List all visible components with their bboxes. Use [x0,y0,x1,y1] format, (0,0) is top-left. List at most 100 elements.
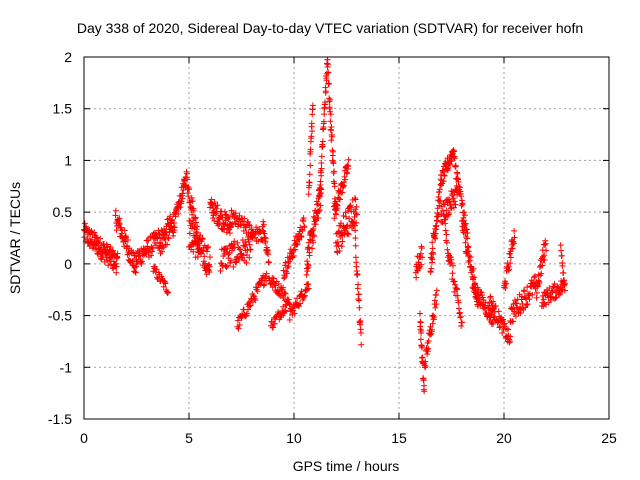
data-point [230,263,237,270]
data-point [352,242,359,249]
data-point [355,291,362,298]
data-point [243,259,250,266]
data-point [161,279,168,286]
data-point [431,297,438,304]
data-point [243,310,250,317]
data-point [166,226,173,233]
data-point [112,207,119,214]
data-point [281,308,288,315]
data-point [270,324,277,331]
data-point [317,178,324,185]
data-point [444,246,451,253]
data-point [261,274,268,281]
y-axis-label: SDTVAR / TECUs [7,182,23,294]
data-point [308,120,315,127]
data-point [113,263,120,270]
data-point [131,264,138,271]
data-point [245,219,252,226]
data-point [285,296,292,303]
data-point [330,160,337,167]
x-tick-label: 0 [80,430,88,446]
data-point [336,196,343,203]
data-point [245,306,252,313]
data-point [260,218,267,225]
data-point [183,170,190,177]
data-point [325,69,332,76]
data-point [296,303,303,310]
data-point [315,208,322,215]
x-tick-label: 10 [286,430,302,446]
data-point [129,257,136,264]
y-tick-label: -1 [60,359,73,375]
data-point [221,208,228,215]
data-point [356,304,363,311]
data-point [167,213,174,220]
data-point [240,252,247,259]
data-point [190,248,197,255]
data-point [317,184,324,191]
data-point [187,198,194,205]
data-point [316,206,323,213]
data-point [216,221,223,228]
data-point [247,233,254,240]
data-point [201,253,208,260]
data-point [256,226,263,233]
data-point [532,273,539,280]
data-point [291,310,298,317]
data-point [242,239,249,246]
data-point [230,211,237,218]
x-tick-label: 15 [391,430,407,446]
data-point [328,123,335,130]
data-point [558,252,565,259]
data-point [205,262,212,269]
data-point [354,270,361,277]
data-point [240,242,247,249]
data-point [557,242,564,249]
data-point [260,282,267,289]
data-point [112,260,119,267]
data-point [164,290,171,297]
data-point [247,302,254,309]
data-point [356,297,363,304]
data-point [207,204,213,211]
x-tick-label: 25 [601,430,617,446]
data-point [304,258,311,265]
data-point [165,289,171,296]
data-point [81,220,88,227]
data-point [250,292,257,299]
data-point [434,217,441,224]
data-point [232,210,239,217]
data-point [326,96,333,103]
data-point [153,266,160,273]
data-point [91,229,98,236]
data-point [314,201,321,208]
data-point [113,269,120,276]
data-point [327,118,334,125]
data-point [432,304,439,311]
data-point [344,170,351,177]
data-point [281,289,288,296]
data-point [296,300,303,307]
data-point [172,213,179,220]
data-point [124,236,131,243]
data-point [155,230,162,237]
data-point [331,215,338,222]
data-point [326,98,333,105]
data-point [299,227,306,234]
data-point [307,162,314,169]
data-point [507,254,514,261]
data-point [305,285,312,292]
data-point [442,227,449,234]
data-point [305,191,312,198]
data-point [235,325,242,332]
data-point [223,263,230,270]
data-point [292,246,299,253]
data-point [121,227,128,234]
data-point [184,176,191,183]
y-tick-labels: -1.5 -1 -0.5 0 0.5 1 1.5 2 [48,49,72,427]
data-point [252,234,259,241]
data-point [358,341,365,348]
data-point [511,227,518,234]
y-tick-label: -0.5 [48,308,72,324]
